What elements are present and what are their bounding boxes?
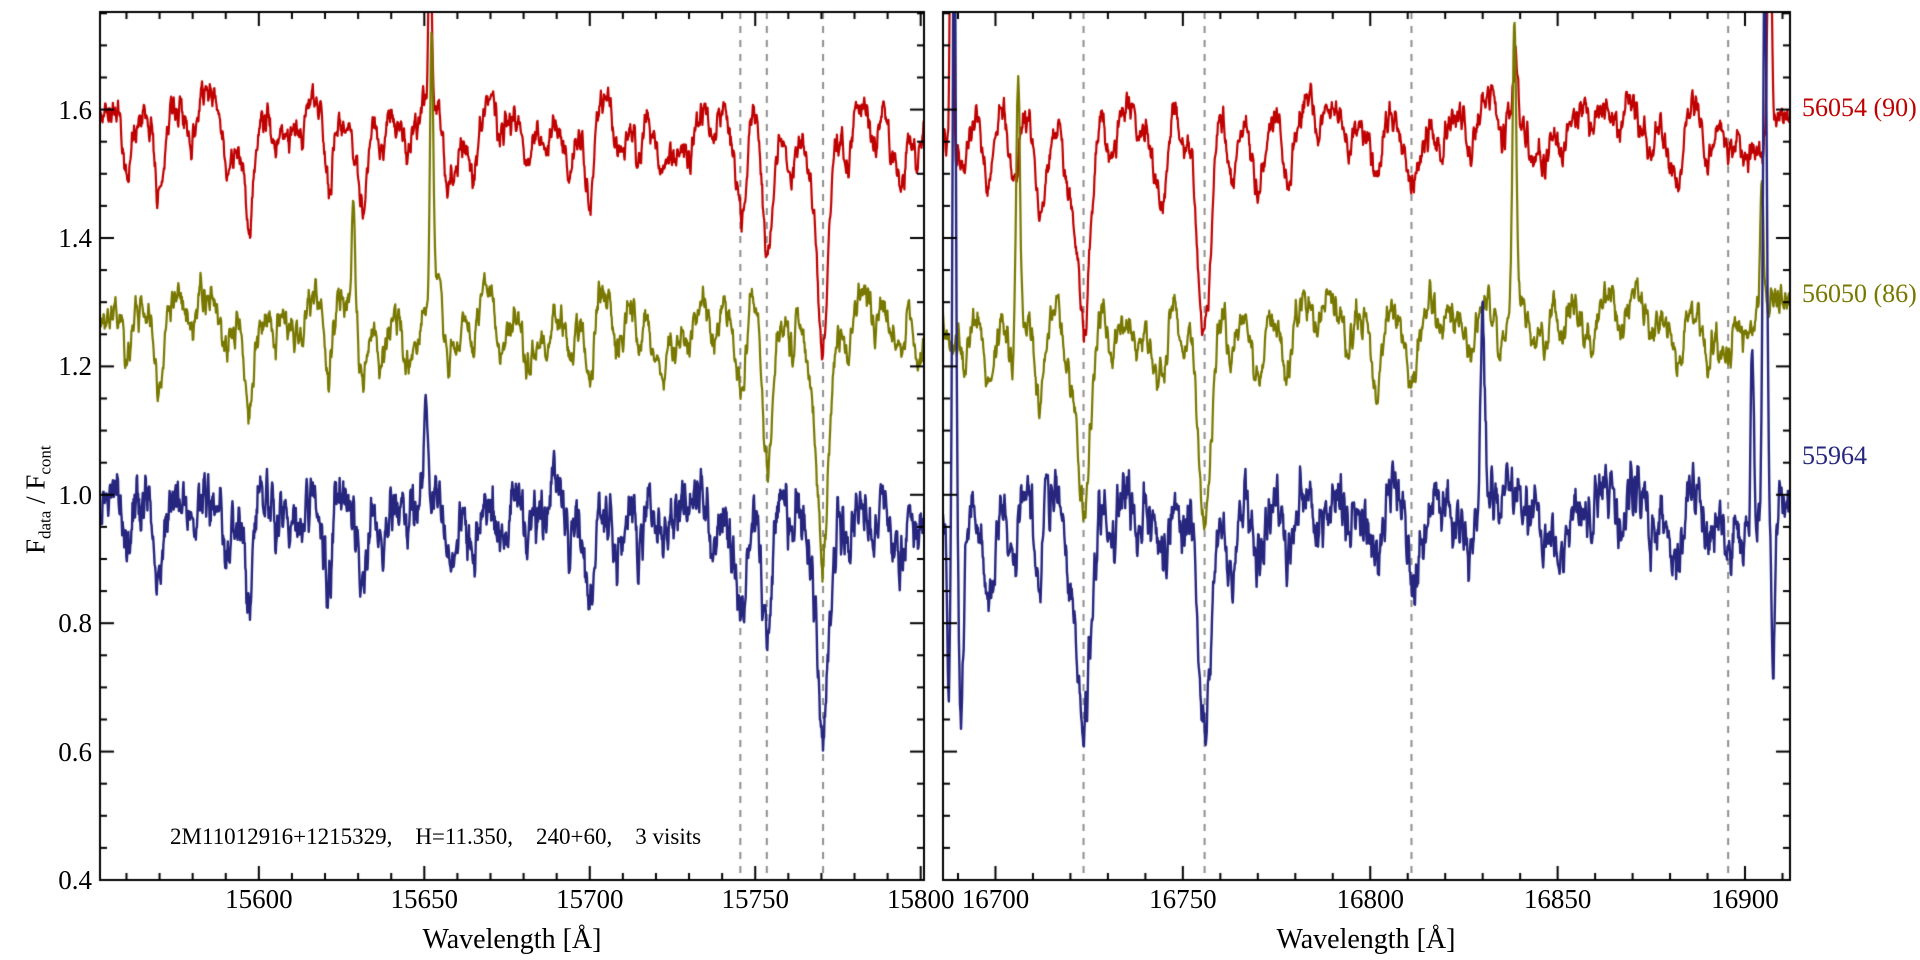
series-label-2: 55964 [1802, 441, 1867, 471]
y-tick-label: 1.6 [58, 94, 92, 125]
series-label-1: 56050 (86) [1802, 278, 1917, 308]
x-tick-label: 15750 [721, 884, 789, 914]
x-tick-label: 16850 [1523, 884, 1592, 914]
x-tick-label: 16800 [1336, 884, 1404, 914]
x-axis-label-left-panel: Wavelength [Å] [422, 924, 602, 955]
x-tick-label: 15800 [886, 884, 955, 914]
y-tick-label: 0.8 [58, 608, 92, 639]
x-tick-label: 16750 [1149, 884, 1217, 914]
x-axis-label-right-panel: Wavelength [Å] [1276, 924, 1456, 955]
target-annotation: 2M11012916+1215329, H=11.350, 240+60, 3 … [170, 824, 702, 849]
y-axis-label-mid: / F [20, 474, 51, 511]
y-tick-label: 1.4 [58, 222, 92, 253]
x-tick-label: 16900 [1711, 884, 1779, 914]
y-tick-label: 0.6 [58, 736, 92, 767]
y-axis-label-sub-cont: cont [35, 445, 55, 475]
y-tick-label: 1.0 [58, 479, 92, 510]
y-axis-label: Fdata / Fcont [20, 400, 55, 600]
x-tick-label: 15700 [556, 884, 624, 914]
y-tick-label: 0.4 [58, 865, 92, 895]
y-tick-label: 1.2 [58, 351, 92, 382]
x-tick-label: 15600 [225, 884, 293, 914]
y-axis-label-sub-data: data [35, 510, 55, 540]
y-axis-label-f1: F [20, 539, 51, 555]
x-tick-label: 16700 [961, 884, 1030, 914]
x-tick-label: 15650 [390, 884, 459, 914]
series-label-0: 56054 (90) [1802, 93, 1917, 123]
